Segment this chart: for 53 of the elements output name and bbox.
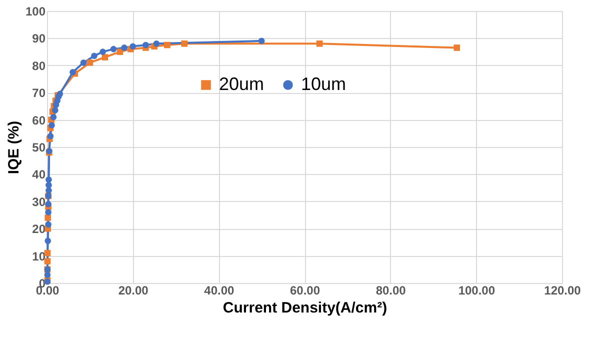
x-tick-label: 40.00 bbox=[204, 284, 235, 298]
point bbox=[52, 107, 58, 114]
point bbox=[86, 60, 94, 66]
x-tick-label: 80.00 bbox=[376, 284, 406, 298]
x-tick-label: 20.00 bbox=[118, 284, 149, 298]
point bbox=[47, 132, 54, 140]
point bbox=[70, 69, 76, 76]
y-tick-label: 40 bbox=[32, 168, 46, 182]
y-tick-label: 70 bbox=[32, 86, 46, 100]
x-tick-label: 60.00 bbox=[290, 284, 320, 298]
point bbox=[48, 122, 55, 128]
y-tick-label: 50 bbox=[32, 140, 46, 154]
x-axis-title: Current Density(A/cm²) bbox=[222, 300, 388, 316]
y-tick-label: 60 bbox=[32, 113, 46, 128]
point bbox=[258, 38, 265, 44]
point bbox=[153, 40, 160, 47]
point bbox=[100, 48, 106, 55]
point bbox=[454, 44, 460, 51]
x-tick-label: 100.00 bbox=[458, 284, 496, 298]
y-axis-title: IQE (%) bbox=[5, 120, 22, 174]
point bbox=[45, 209, 52, 216]
point bbox=[44, 250, 51, 256]
point bbox=[181, 40, 188, 47]
point bbox=[46, 187, 52, 194]
point bbox=[121, 44, 128, 51]
point bbox=[110, 46, 117, 52]
point bbox=[164, 42, 170, 48]
y-tick-label: 30 bbox=[32, 194, 46, 209]
x-tick-label: 120.00 bbox=[544, 284, 582, 298]
point bbox=[46, 182, 52, 188]
point bbox=[56, 90, 64, 98]
point bbox=[142, 42, 149, 48]
point bbox=[130, 43, 136, 50]
point bbox=[44, 272, 51, 278]
point bbox=[44, 258, 51, 264]
point bbox=[316, 40, 323, 47]
point bbox=[50, 114, 57, 120]
legend-label: 10um bbox=[301, 74, 346, 94]
point bbox=[44, 238, 52, 244]
y-tick-label: 20 bbox=[32, 222, 46, 236]
point bbox=[45, 221, 52, 228]
point bbox=[46, 176, 52, 183]
point bbox=[45, 200, 52, 208]
y-tick-label: 10 bbox=[32, 249, 46, 264]
point bbox=[80, 60, 87, 66]
point bbox=[91, 52, 98, 60]
y-tick-label: 100 bbox=[25, 4, 46, 18]
y-tick-label: 90 bbox=[32, 32, 46, 46]
point bbox=[102, 54, 108, 60]
y-tick-label: 80 bbox=[32, 58, 46, 73]
point bbox=[116, 48, 124, 55]
point bbox=[44, 214, 52, 221]
legend-label: 20um bbox=[219, 74, 264, 94]
